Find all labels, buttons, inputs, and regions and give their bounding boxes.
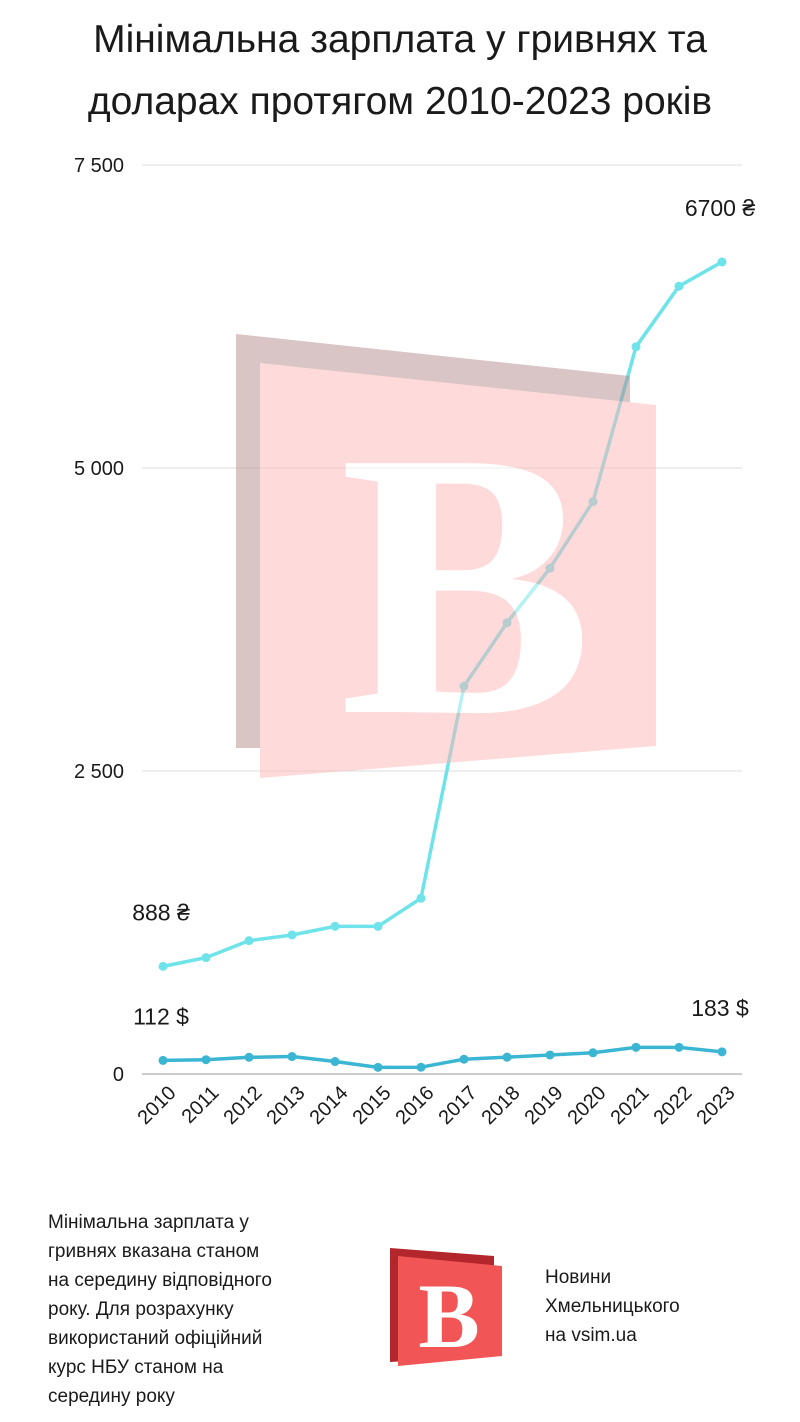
point xyxy=(717,1047,727,1057)
point xyxy=(330,1057,340,1067)
source-line: Хмельницького xyxy=(545,1296,680,1317)
point xyxy=(201,953,211,963)
point xyxy=(674,1042,684,1052)
point xyxy=(330,921,340,931)
point xyxy=(631,1042,641,1052)
footnote-line: Мінімальна зарплата у xyxy=(48,1212,249,1233)
x-tick-label: 2015 xyxy=(349,1082,396,1129)
point xyxy=(717,257,727,267)
footnote-line: гривнях вказана станом xyxy=(48,1241,259,1262)
x-tick-label: 2021 xyxy=(607,1082,654,1129)
point xyxy=(416,1062,426,1072)
footnote-line: на середину відповідного xyxy=(48,1270,272,1291)
footnote-line: середину року xyxy=(48,1386,175,1407)
point xyxy=(502,1052,512,1062)
data-label: 6700 ₴ xyxy=(685,195,756,221)
logo-letter: B xyxy=(418,1265,479,1367)
chart-title: доларах протягом 2010-2023 років xyxy=(88,80,712,123)
point xyxy=(416,893,426,903)
watermark: B xyxy=(236,334,656,795)
series-line xyxy=(162,1045,723,1070)
point xyxy=(287,1052,297,1062)
footnote-line: курс НБУ станом на xyxy=(48,1357,224,1378)
point xyxy=(158,961,168,971)
watermark-letter: B xyxy=(339,374,592,795)
chart-title: Мінімальна зарплата у гривнях та xyxy=(93,18,707,61)
point xyxy=(459,1054,469,1064)
x-tick-label: 2018 xyxy=(478,1082,525,1129)
x-tick-label: 2013 xyxy=(263,1082,310,1129)
x-tick-label: 2023 xyxy=(693,1082,740,1129)
footnote-line: року. Для розрахунку xyxy=(48,1299,234,1320)
point xyxy=(545,1050,555,1060)
data-label: 112 $ xyxy=(133,1003,189,1029)
point xyxy=(244,936,254,946)
data-label: 888 ₴ xyxy=(132,899,190,925)
point xyxy=(373,1062,383,1072)
x-tick-label: 2016 xyxy=(392,1082,439,1129)
x-tick-label: 2020 xyxy=(564,1082,611,1129)
point xyxy=(287,930,297,940)
point xyxy=(158,1055,168,1065)
y-tick-label: 2 500 xyxy=(74,761,124,783)
x-tick-label: 2014 xyxy=(306,1082,353,1129)
x-tick-label: 2022 xyxy=(650,1082,697,1129)
x-tick-label: 2011 xyxy=(178,1082,224,1128)
point xyxy=(201,1055,211,1065)
source-line: на vsim.ua xyxy=(545,1325,637,1346)
point xyxy=(674,281,684,291)
x-tick-label: 2012 xyxy=(220,1082,267,1129)
point xyxy=(244,1052,254,1062)
point xyxy=(373,921,383,931)
logo: B xyxy=(390,1248,502,1367)
x-tick-label: 2017 xyxy=(435,1082,482,1129)
point xyxy=(631,342,641,352)
source-line: Новини xyxy=(545,1267,611,1288)
x-tick-label: 2010 xyxy=(134,1082,181,1129)
watermark-front xyxy=(260,363,656,778)
series-line xyxy=(162,260,723,969)
y-tick-label: 0 xyxy=(113,1064,124,1086)
logo-front xyxy=(398,1256,502,1366)
y-tick-label: 7 500 xyxy=(74,155,124,177)
footnote-line: використаний офіційний xyxy=(48,1328,262,1349)
y-tick-label: 5 000 xyxy=(74,458,124,480)
note: Мінімальна зарплата у гривнях вказана ста… xyxy=(48,1212,680,1407)
point xyxy=(588,1048,598,1058)
data-label: 183 $ xyxy=(691,995,749,1021)
x-tick-label: 2019 xyxy=(521,1082,568,1129)
